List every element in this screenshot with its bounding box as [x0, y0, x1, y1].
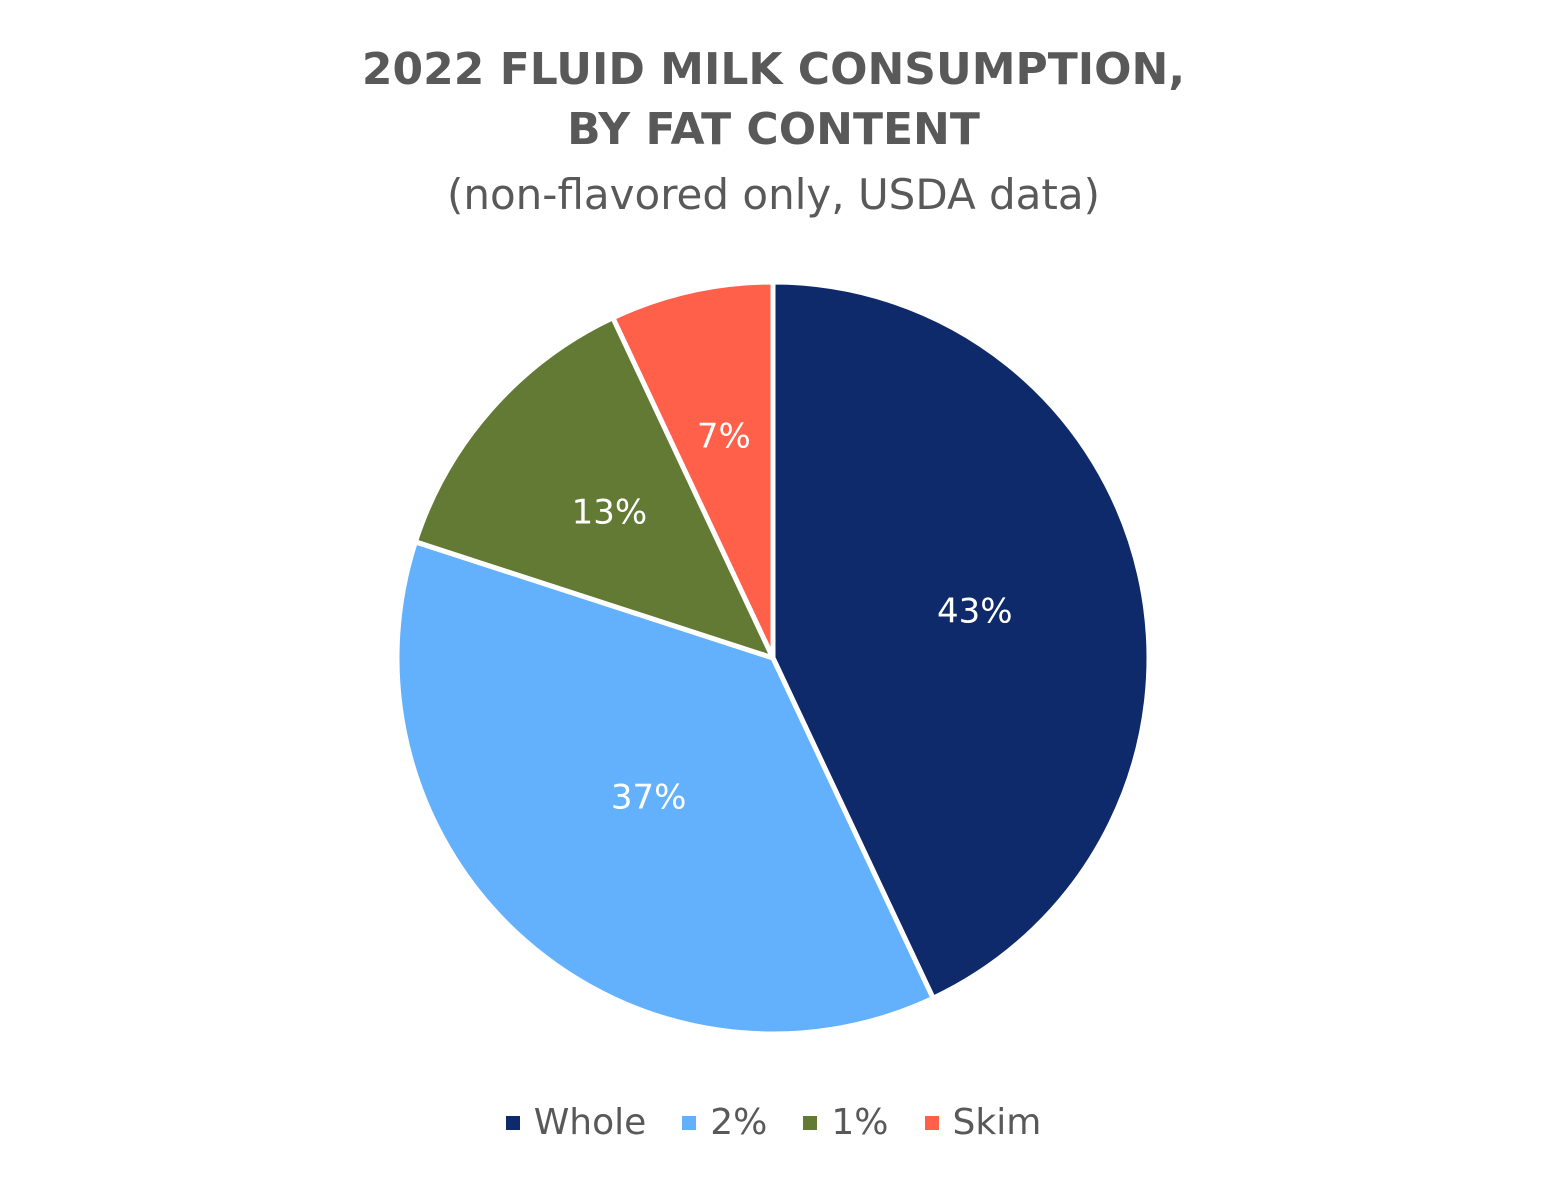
chart-title: 2022 FLUID MILK CONSUMPTION, BY FAT CONT…: [0, 40, 1547, 160]
data-label-whole: 43%: [937, 591, 1013, 631]
data-label-1pct: 13%: [572, 492, 648, 532]
legend-swatch-skim: [924, 1116, 939, 1130]
data-label-2pct: 37%: [611, 778, 687, 818]
chart-subtitle: (non-flavored only, USDA data): [446, 170, 1101, 219]
chart-legend: Whole 2% 1% Skim: [0, 1098, 1547, 1148]
data-label-skim: 7%: [697, 416, 751, 456]
legend-label-2pct: 2%: [710, 1102, 768, 1143]
legend-swatch-whole: [505, 1116, 520, 1130]
pie-slice-2pct: [394, 539, 936, 1037]
legend-label-skim: Skim: [952, 1102, 1042, 1143]
legend-item-whole: Whole: [505, 1098, 647, 1148]
legend-swatch-2pct: [682, 1116, 697, 1130]
legend-item-skim: Skim: [924, 1098, 1042, 1148]
pie-slice-1pct: [412, 315, 776, 661]
legend-swatch-1pct: [803, 1116, 818, 1130]
legend-label-whole: Whole: [533, 1102, 647, 1143]
pie-slice-whole: [770, 279, 1152, 1001]
pie-chart: 43% 37% 13% 7%: [394, 279, 1152, 1037]
chart-title-line-2: BY FAT CONTENT: [567, 104, 980, 155]
legend-item-2pct: 2%: [682, 1098, 767, 1148]
legend-item-1pct: 1%: [803, 1098, 889, 1148]
pie-slice-skim: [610, 279, 776, 661]
chart-title-line-1: 2022 FLUID MILK CONSUMPTION,: [361, 44, 1186, 95]
legend-label-1pct: 1%: [831, 1102, 889, 1143]
